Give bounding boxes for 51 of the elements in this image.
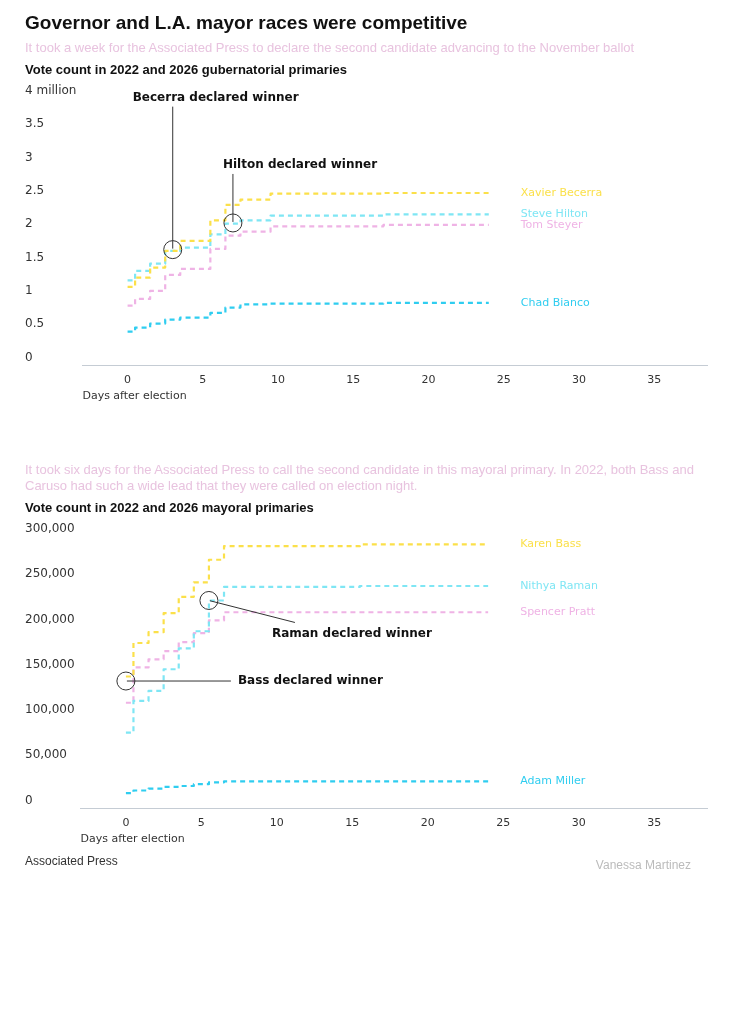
text: Spencer Pratt: [520, 605, 596, 619]
text: Nithya Raman: [520, 578, 599, 592]
x-axis-title: Days after election: [82, 389, 187, 403]
annotation: Raman declared winner: [271, 625, 432, 640]
x-tick-label: 0: [124, 373, 132, 387]
text: Xavier Becerra: [520, 185, 603, 199]
y-tick-label: 150,000: [25, 656, 75, 671]
x-tick-label: 15: [346, 373, 361, 387]
chart-subtitle: It took a week for the Associated Press to declare the second candidate advancing to the November ballot: [25, 40, 636, 56]
y-tick-label: 300,000: [25, 521, 75, 536]
y-tick-label: 100,000: [25, 702, 75, 717]
annotation: Bass declared winner: [237, 673, 383, 688]
y-tick-label: 0: [25, 792, 33, 807]
y-tick-label: 250,000: [25, 566, 75, 581]
y-tick-label: 0.5: [25, 316, 45, 331]
y-tick-label: 4 million: [25, 83, 77, 98]
annotation: Hilton declared winner: [222, 157, 378, 172]
x-tick-label: 35: [647, 373, 662, 387]
x-tick-label: 25: [496, 373, 511, 387]
x-tick-label: 5: [199, 373, 207, 387]
chart-title: Governor and L.A. mayor races were competitive: [25, 12, 469, 34]
x-tick-label: 30: [571, 816, 586, 830]
chart-subtitle: It took six days for the Associated Press to call the second candidate in this mayoral primary. In 2022, both Bass and Caruso had such a wide lead that they were called on election night.: [25, 462, 695, 494]
x-axis-title: Days after election: [80, 832, 185, 846]
x-tick-label: 10: [271, 373, 286, 387]
y-tick-label: 3: [25, 149, 33, 164]
y-tick-label: 2.5: [25, 183, 45, 198]
x-tick-label: 20: [421, 373, 436, 387]
y-tick-label: 3.5: [25, 116, 45, 131]
text: Vanessa Martinez: [595, 858, 691, 872]
x-tick-label: 0: [122, 816, 130, 830]
text: Karen Bass: [520, 537, 582, 551]
x-tick-label: 35: [647, 816, 662, 830]
y-tick-label: 1.5: [25, 249, 45, 264]
x-tick-label: 10: [269, 816, 284, 830]
y-tick-label: 2: [25, 216, 33, 231]
text: Adam Miller: [520, 774, 586, 788]
y-tick-label: 0: [25, 349, 33, 364]
y-tick-label: 200,000: [25, 611, 75, 626]
x-tick-label: 30: [572, 373, 587, 387]
y-axis-title: Vote count in 2022 and 2026 mayoral primaries: [25, 500, 315, 515]
x-tick-label: 20: [420, 816, 435, 830]
x-tick-label: 5: [197, 816, 205, 830]
text: Chad Bianco: [520, 295, 591, 309]
x-tick-label: 15: [345, 816, 360, 830]
y-tick-label: 1: [25, 283, 33, 298]
x-tick-label: 25: [496, 816, 511, 830]
text: Associated Press: [25, 854, 118, 868]
y-tick-label: 50,000: [25, 747, 67, 762]
annotation: Becerra declared winner: [132, 89, 299, 104]
y-axis-title: Vote count in 2022 and 2026 gubernatorial primaries: [25, 62, 348, 77]
